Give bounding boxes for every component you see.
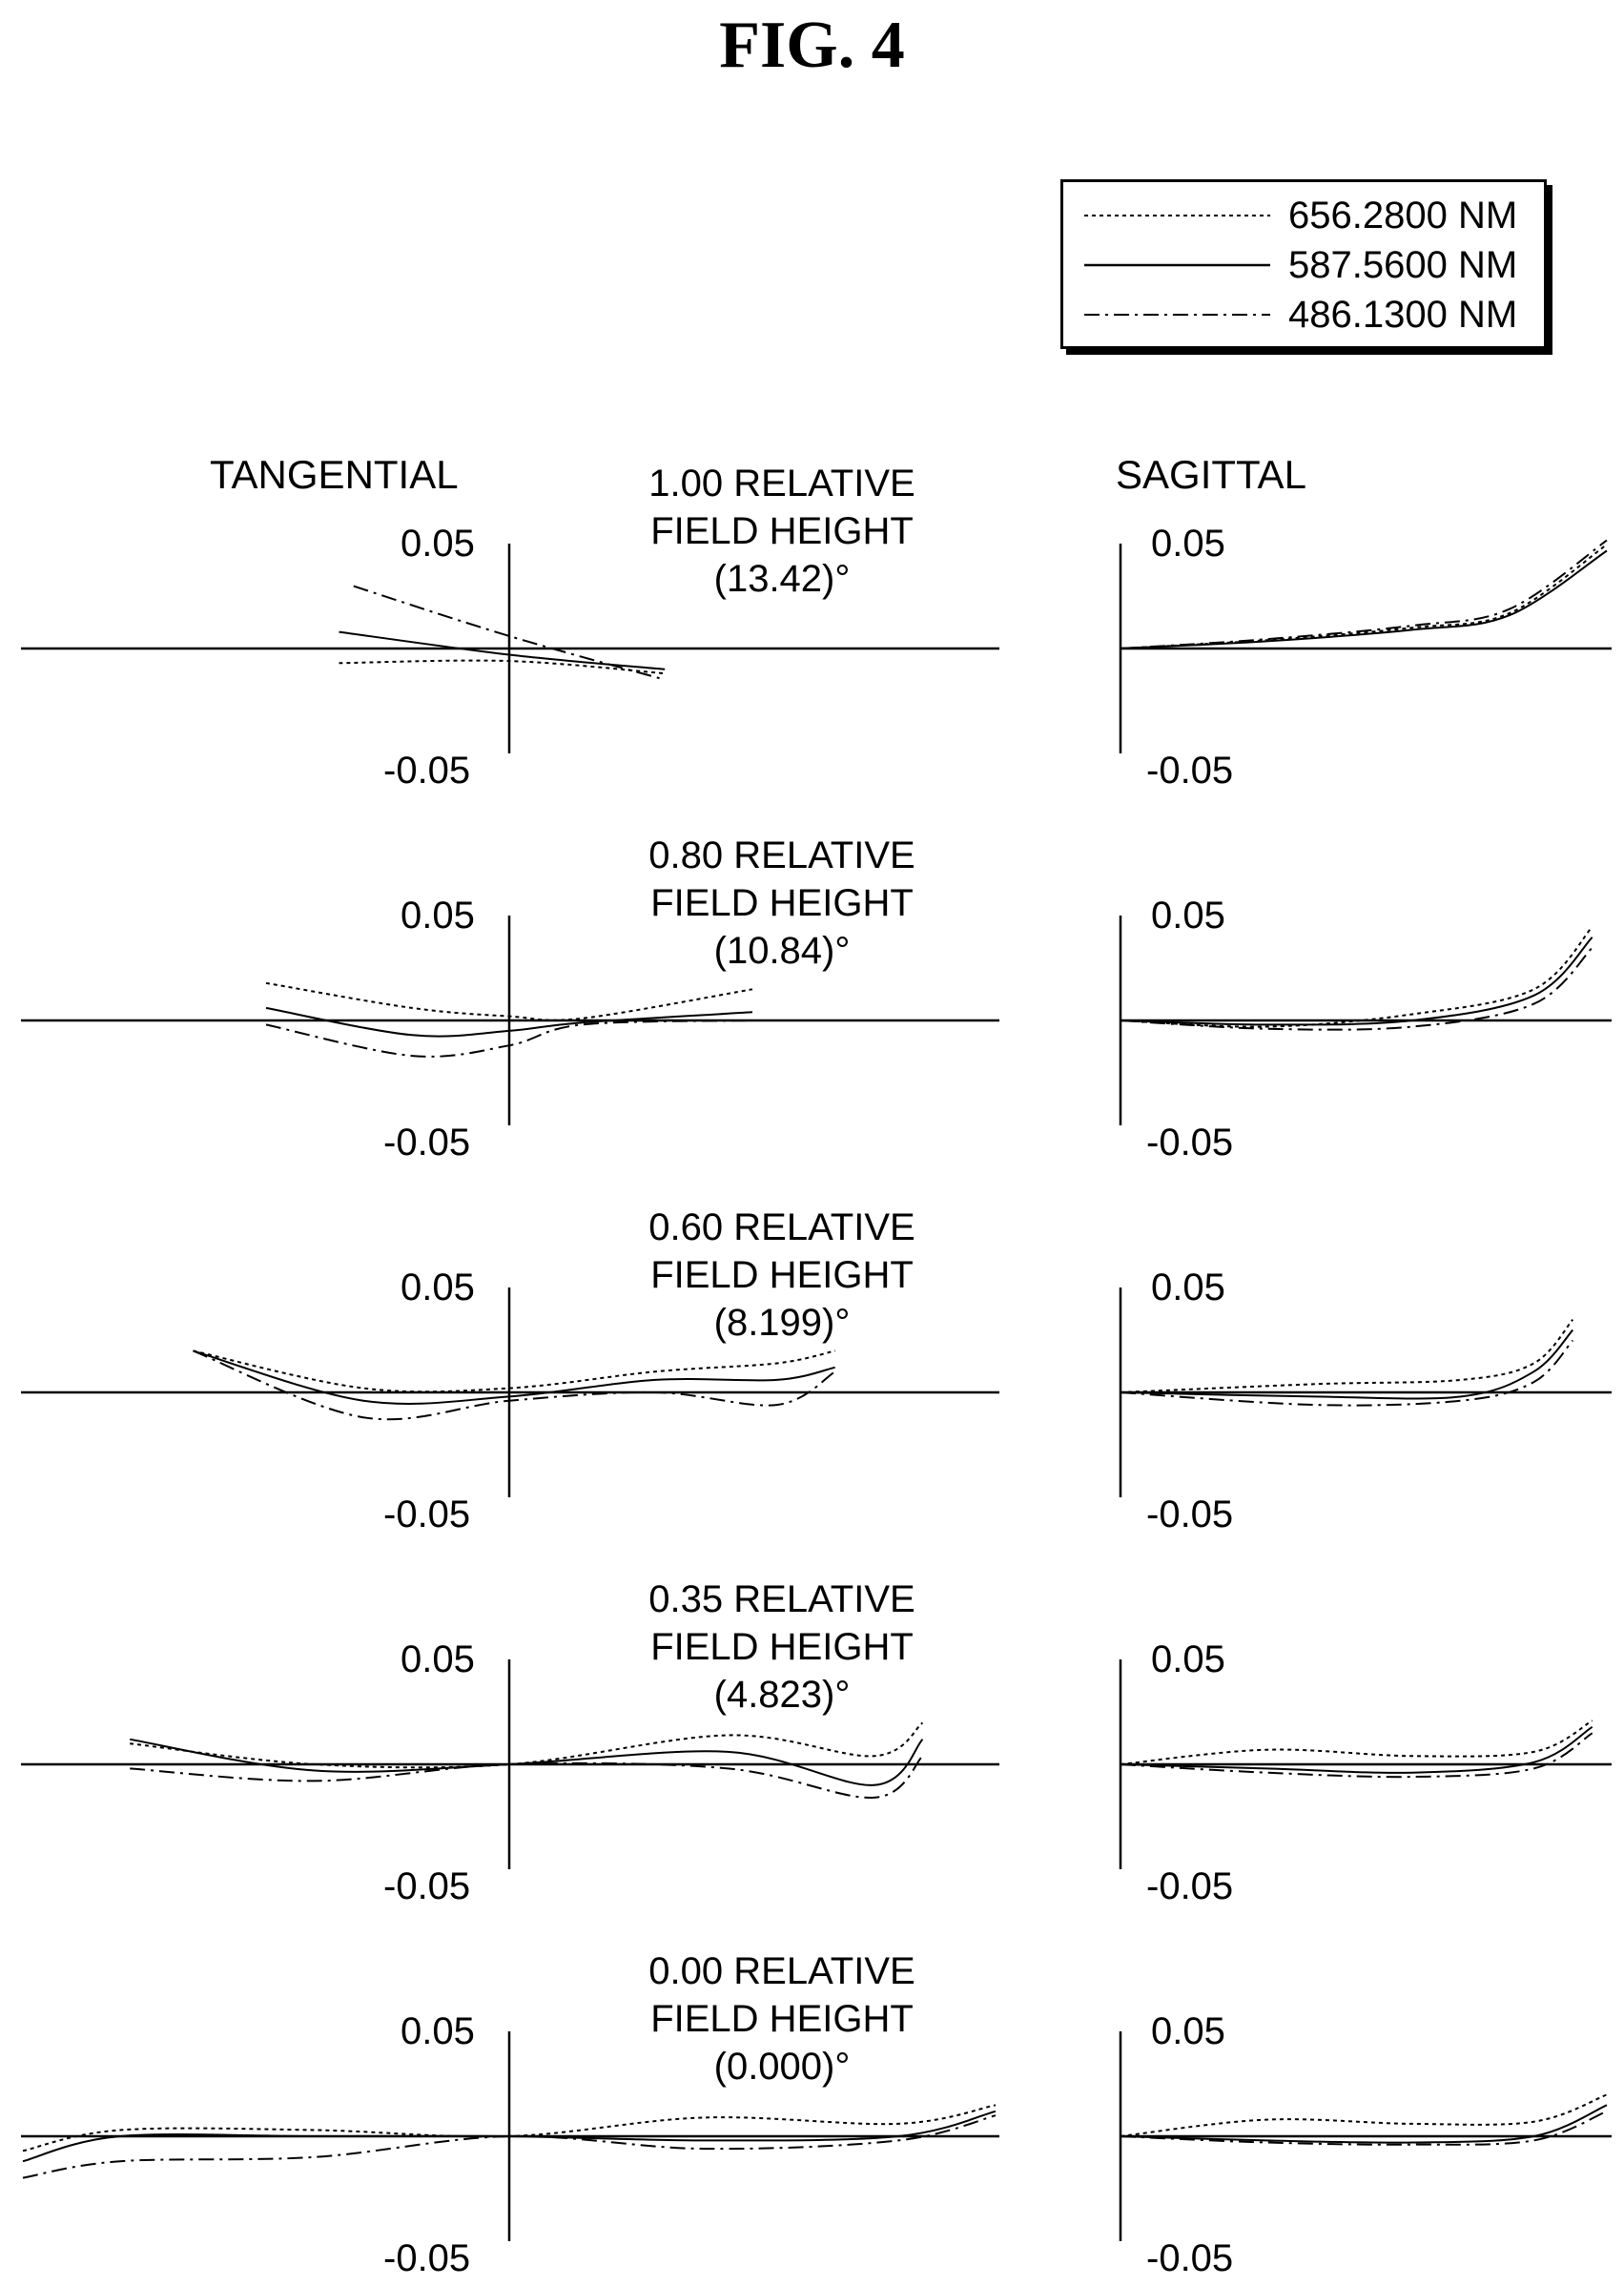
legend-label: 587.5600 NM (1288, 244, 1518, 286)
tan-ytick-top: 0.05 (401, 895, 475, 937)
tan-ytick-bottom: -0.05 (383, 750, 471, 792)
series-line-4861300 (1120, 1339, 1574, 1407)
sag-ytick-bottom: -0.05 (1146, 1493, 1234, 1535)
series-line-5875600 (1120, 2104, 1608, 2144)
field-label: 0.60 RELATIVE FIELD HEIGHT (8.199)° (553, 1204, 1011, 1347)
legend-item: 587.5600 NM (1063, 241, 1544, 289)
series-line-4861300 (1120, 1732, 1593, 1779)
field-angle: (13.42)° (713, 558, 851, 600)
sag-ytick-bottom: -0.05 (1146, 750, 1234, 792)
sag-ytick-top: 0.05 (1151, 523, 1225, 565)
tan-ytick-top: 0.05 (401, 2010, 475, 2052)
sag-ytick-bottom: -0.05 (1146, 1865, 1234, 1907)
series-line-6562800 (1120, 2093, 1608, 2137)
tan-ytick-top: 0.05 (401, 1638, 475, 1680)
field-angle: (8.199)° (713, 1302, 851, 1344)
legend-label: 656.2800 NM (1288, 195, 1518, 237)
series-line-4861300 (130, 1755, 924, 1799)
series-line-4861300 (265, 1019, 753, 1058)
field-height: FIELD HEIGHT (650, 1254, 914, 1296)
sag-ytick-top: 0.05 (1151, 1267, 1225, 1308)
field-relative: 0.60 RELATIVE (648, 1206, 915, 1248)
legend-item: 486.1300 NM (1063, 291, 1544, 339)
series-line-6562800 (130, 1721, 924, 1769)
field-angle: (0.000)° (713, 2046, 851, 2088)
tan-ytick-bottom: -0.05 (383, 1122, 471, 1164)
series-line-5875600 (1120, 1725, 1593, 1774)
field-relative: 1.00 RELATIVE (648, 463, 915, 505)
sag-ytick-bottom: -0.05 (1146, 2237, 1234, 2279)
tangential-heading: TANGENTIAL (210, 452, 459, 497)
field-label: 0.80 RELATIVE FIELD HEIGHT (10.84)° (553, 832, 1011, 975)
field-height: FIELD HEIGHT (650, 1626, 914, 1668)
sag-ytick-top: 0.05 (1151, 895, 1225, 937)
tan-ytick-bottom: -0.05 (383, 2237, 471, 2279)
series-line-5875600 (1120, 549, 1608, 649)
series-line-5875600 (22, 2110, 997, 2163)
field-height: FIELD HEIGHT (650, 882, 914, 924)
series-line-5875600 (1120, 937, 1593, 1026)
figure-title: FIG. 4 (719, 9, 905, 82)
series-line-4861300 (1120, 2110, 1608, 2146)
field-label: 0.00 RELATIVE FIELD HEIGHT (0.000)° (553, 1947, 1011, 2090)
series-line-5875600 (339, 630, 666, 670)
series-line-5875600 (265, 1006, 753, 1038)
series-line-4861300 (353, 585, 666, 681)
field-label: 1.00 RELATIVE FIELD HEIGHT (13.42)° (553, 460, 1011, 603)
series-line-6562800 (193, 1349, 835, 1393)
series-line-5875600 (193, 1349, 835, 1405)
sag-ytick-top: 0.05 (1151, 2010, 1225, 2052)
series-line-6562800 (339, 659, 666, 675)
series-line-6562800 (1120, 1319, 1574, 1393)
series-line-4861300 (1120, 539, 1608, 649)
field-label: 0.35 RELATIVE FIELD HEIGHT (4.823)° (553, 1575, 1011, 1719)
tan-ytick-top: 0.05 (401, 1267, 475, 1308)
tan-ytick-top: 0.05 (401, 523, 475, 565)
field-relative: 0.00 RELATIVE (648, 1950, 915, 1992)
sagittal-heading: SAGITTAL (1116, 452, 1306, 497)
sag-ytick-top: 0.05 (1151, 1638, 1225, 1680)
field-relative: 0.80 RELATIVE (648, 834, 915, 876)
series-line-5875600 (130, 1738, 924, 1786)
legend-item: 656.2800 NM (1063, 192, 1544, 239)
series-line-6562800 (1120, 544, 1608, 649)
tan-ytick-bottom: -0.05 (383, 1493, 471, 1535)
series-line-6562800 (265, 981, 753, 1021)
series-line-5875600 (1120, 1328, 1574, 1400)
tan-ytick-bottom: -0.05 (383, 1865, 471, 1907)
field-angle: (4.823)° (713, 1674, 851, 1716)
field-angle: (10.84)° (713, 930, 851, 972)
legend: 656.2800 NM 587.5600 NM 486.1300 NM (1060, 179, 1547, 349)
legend-swatch-dotted (1084, 215, 1270, 216)
series-line-4861300 (22, 2114, 997, 2179)
legend-swatch-dashdot (1084, 314, 1270, 316)
field-height: FIELD HEIGHT (650, 1998, 914, 2040)
legend-label: 486.1300 NM (1288, 294, 1518, 336)
series-line-4861300 (193, 1349, 836, 1421)
series-line-6562800 (1120, 1720, 1593, 1765)
sag-ytick-bottom: -0.05 (1146, 1122, 1234, 1164)
field-relative: 0.35 RELATIVE (648, 1578, 915, 1620)
legend-swatch-solid (1084, 263, 1270, 267)
field-height: FIELD HEIGHT (650, 510, 914, 552)
